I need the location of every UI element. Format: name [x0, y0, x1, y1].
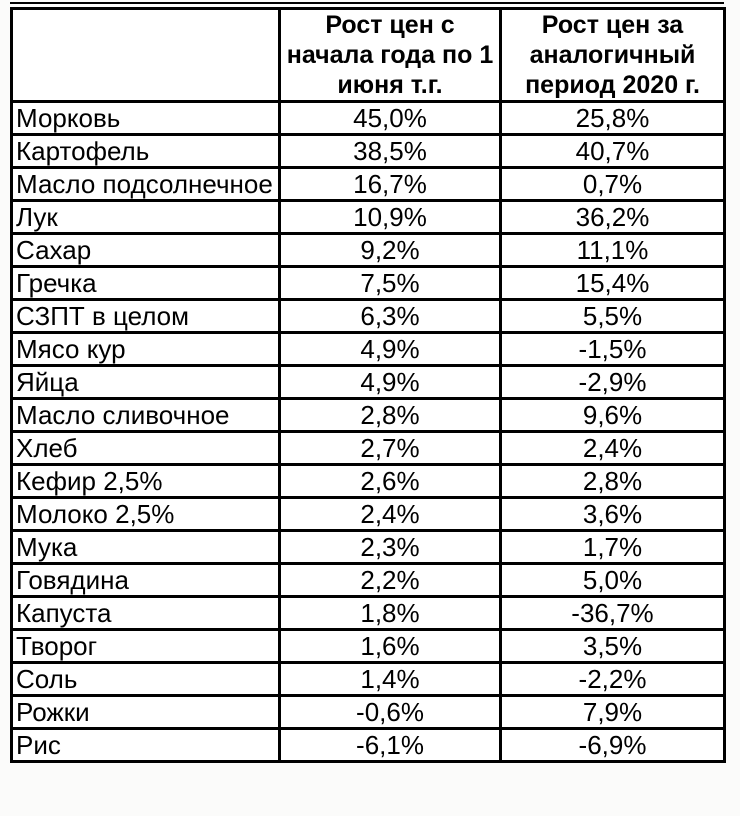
- product-name-cell: Масло подсолнечное: [10, 166, 281, 202]
- product-name-cell: Кефир 2,5%: [10, 463, 281, 499]
- product-name-cell: Сахар: [10, 232, 281, 268]
- product-name-cell: Масло сливочное: [10, 397, 281, 433]
- prev-year-growth-cell: -36,7%: [499, 595, 726, 631]
- table-body: Морковь 45,0% 25,8% Картофель 38,5% 40,7% Масл…: [10, 100, 726, 763]
- product-name-cell: Говядина: [10, 562, 281, 598]
- table-row: Рис -6,1% -6,9%: [10, 727, 726, 763]
- prev-year-growth-cell: 15,4%: [499, 265, 726, 301]
- product-name-cell: Мясо кур: [10, 331, 281, 367]
- ytd-growth-cell: 9,2%: [278, 232, 502, 268]
- product-name-cell: Рис: [10, 727, 281, 763]
- prev-year-growth-cell: 0,7%: [499, 166, 726, 202]
- ytd-growth-cell: 45,0%: [278, 100, 502, 136]
- table-row: Сахар 9,2% 11,1%: [10, 232, 726, 268]
- ytd-growth-cell: 7,5%: [278, 265, 502, 301]
- prev-year-growth-cell: 40,7%: [499, 133, 726, 169]
- prev-year-growth-cell: -2,2%: [499, 661, 726, 697]
- table-row: Мясо кур 4,9% -1,5%: [10, 331, 726, 367]
- ytd-growth-cell: 6,3%: [278, 298, 502, 334]
- product-name-cell: Творог: [10, 628, 281, 664]
- product-name-cell: Лук: [10, 199, 281, 235]
- ytd-growth-cell: 2,2%: [278, 562, 502, 598]
- table-row: Молоко 2,5% 2,4% 3,6%: [10, 496, 726, 532]
- prev-year-growth-cell: 1,7%: [499, 529, 726, 565]
- table-row: Яйца 4,9% -2,9%: [10, 364, 726, 400]
- ytd-growth-cell: 2,8%: [278, 397, 502, 433]
- prev-year-growth-cell: 9,6%: [499, 397, 726, 433]
- ytd-growth-cell: -6,1%: [278, 727, 502, 763]
- product-name-cell: СЗПТ в целом: [10, 298, 281, 334]
- table-row: Мука 2,3% 1,7%: [10, 529, 726, 565]
- ytd-growth-cell: 2,4%: [278, 496, 502, 532]
- ytd-growth-cell: 10,9%: [278, 199, 502, 235]
- table-row: Хлеб 2,7% 2,4%: [10, 430, 726, 466]
- product-name-cell: Мука: [10, 529, 281, 565]
- price-growth-table: Рост цен с начала года по 1 июня т.г. Ро…: [10, 7, 726, 763]
- table-row: Кефир 2,5% 2,6% 2,8%: [10, 463, 726, 499]
- ytd-growth-cell: -0,6%: [278, 694, 502, 730]
- top-rule-line: [10, 2, 724, 4]
- product-name-cell: Гречка: [10, 265, 281, 301]
- table-row: Масло подсолнечное 16,7% 0,7%: [10, 166, 726, 202]
- table-row: СЗПТ в целом 6,3% 5,5%: [10, 298, 726, 334]
- product-name-cell: Соль: [10, 661, 281, 697]
- table-row: Лук 10,9% 36,2%: [10, 199, 726, 235]
- ytd-growth-cell: 2,7%: [278, 430, 502, 466]
- product-name-cell: Яйца: [10, 364, 281, 400]
- product-name-cell: Капуста: [10, 595, 281, 631]
- table-row: Говядина 2,2% 5,0%: [10, 562, 726, 598]
- product-name-cell: Рожки: [10, 694, 281, 730]
- table-row: Соль 1,4% -2,2%: [10, 661, 726, 697]
- ytd-growth-cell: 38,5%: [278, 133, 502, 169]
- prev-year-growth-cell: 2,8%: [499, 463, 726, 499]
- ytd-growth-cell: 1,6%: [278, 628, 502, 664]
- ytd-growth-cell: 16,7%: [278, 166, 502, 202]
- prev-year-growth-cell: 5,5%: [499, 298, 726, 334]
- table-row: Морковь 45,0% 25,8%: [10, 100, 726, 136]
- ytd-growth-cell: 2,6%: [278, 463, 502, 499]
- prev-year-growth-cell: 3,5%: [499, 628, 726, 664]
- ytd-growth-cell: 2,3%: [278, 529, 502, 565]
- ytd-growth-cell: 1,8%: [278, 595, 502, 631]
- table-row: Капуста 1,8% -36,7%: [10, 595, 726, 631]
- table-row: Гречка 7,5% 15,4%: [10, 265, 726, 301]
- product-name-cell: Молоко 2,5%: [10, 496, 281, 532]
- prev-year-growth-cell: -1,5%: [499, 331, 726, 367]
- product-name-cell: Хлеб: [10, 430, 281, 466]
- header-product-column: [10, 7, 281, 103]
- prev-year-growth-cell: -6,9%: [499, 727, 726, 763]
- prev-year-growth-cell: 7,9%: [499, 694, 726, 730]
- table-row: Масло сливочное 2,8% 9,6%: [10, 397, 726, 433]
- header-row: Рост цен с начала года по 1 июня т.г. Ро…: [10, 7, 726, 103]
- ytd-growth-cell: 1,4%: [278, 661, 502, 697]
- ytd-growth-cell: 4,9%: [278, 364, 502, 400]
- ytd-growth-cell: 4,9%: [278, 331, 502, 367]
- table-row: Картофель 38,5% 40,7%: [10, 133, 726, 169]
- prev-year-growth-cell: 25,8%: [499, 100, 726, 136]
- prev-year-growth-cell: 2,4%: [499, 430, 726, 466]
- table-row: Творог 1,6% 3,5%: [10, 628, 726, 664]
- product-name-cell: Картофель: [10, 133, 281, 169]
- prev-year-growth-cell: -2,9%: [499, 364, 726, 400]
- prev-year-growth-cell: 5,0%: [499, 562, 726, 598]
- prev-year-growth-cell: 3,6%: [499, 496, 726, 532]
- header-prev-year-growth-column: Рост цен за аналогичный период 2020 г.: [499, 7, 726, 103]
- table-row: Рожки -0,6% 7,9%: [10, 694, 726, 730]
- product-name-cell: Морковь: [10, 100, 281, 136]
- prev-year-growth-cell: 11,1%: [499, 232, 726, 268]
- prev-year-growth-cell: 36,2%: [499, 199, 726, 235]
- header-ytd-growth-column: Рост цен с начала года по 1 июня т.г.: [278, 7, 502, 103]
